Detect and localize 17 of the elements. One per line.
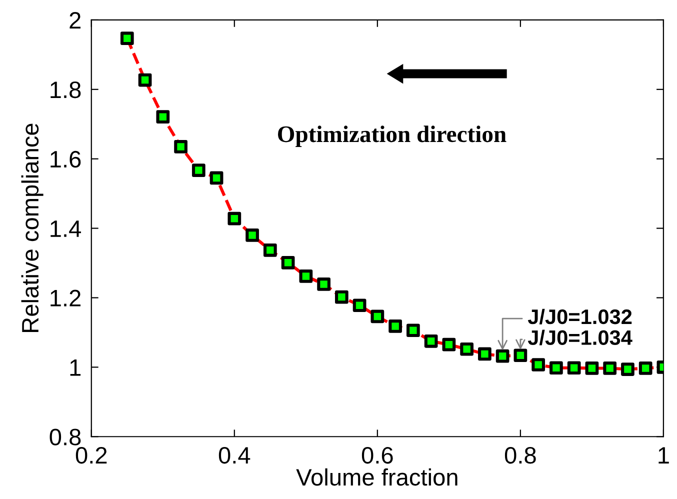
x-axis-title: Volume fraction (296, 468, 458, 486)
annotation: J/J0=1.032 (528, 308, 632, 324)
y-tick-label: 1.2 (50, 290, 80, 306)
x-tick-label: 0.4 (218, 446, 250, 464)
y-tick-label: 1.6 (50, 150, 81, 168)
x-tick-label: 0.2 (76, 446, 107, 464)
y-tick-label: 1 (70, 359, 81, 376)
y-tick-label: 2 (70, 12, 80, 29)
y-tick-label: 1.4 (50, 220, 81, 237)
x-tick-label: 0.6 (362, 446, 393, 464)
x-tick-label: 0.8 (504, 446, 536, 464)
annotation: J/J0=1.034 (528, 330, 632, 346)
annotation: Optimization direction (278, 126, 506, 147)
y-tick-label: 0.8 (50, 428, 81, 446)
x-tick-label: 1 (658, 447, 669, 464)
y-axis-title: Relative compliance (21, 124, 44, 332)
y-tick-label: 1.8 (50, 81, 81, 98)
